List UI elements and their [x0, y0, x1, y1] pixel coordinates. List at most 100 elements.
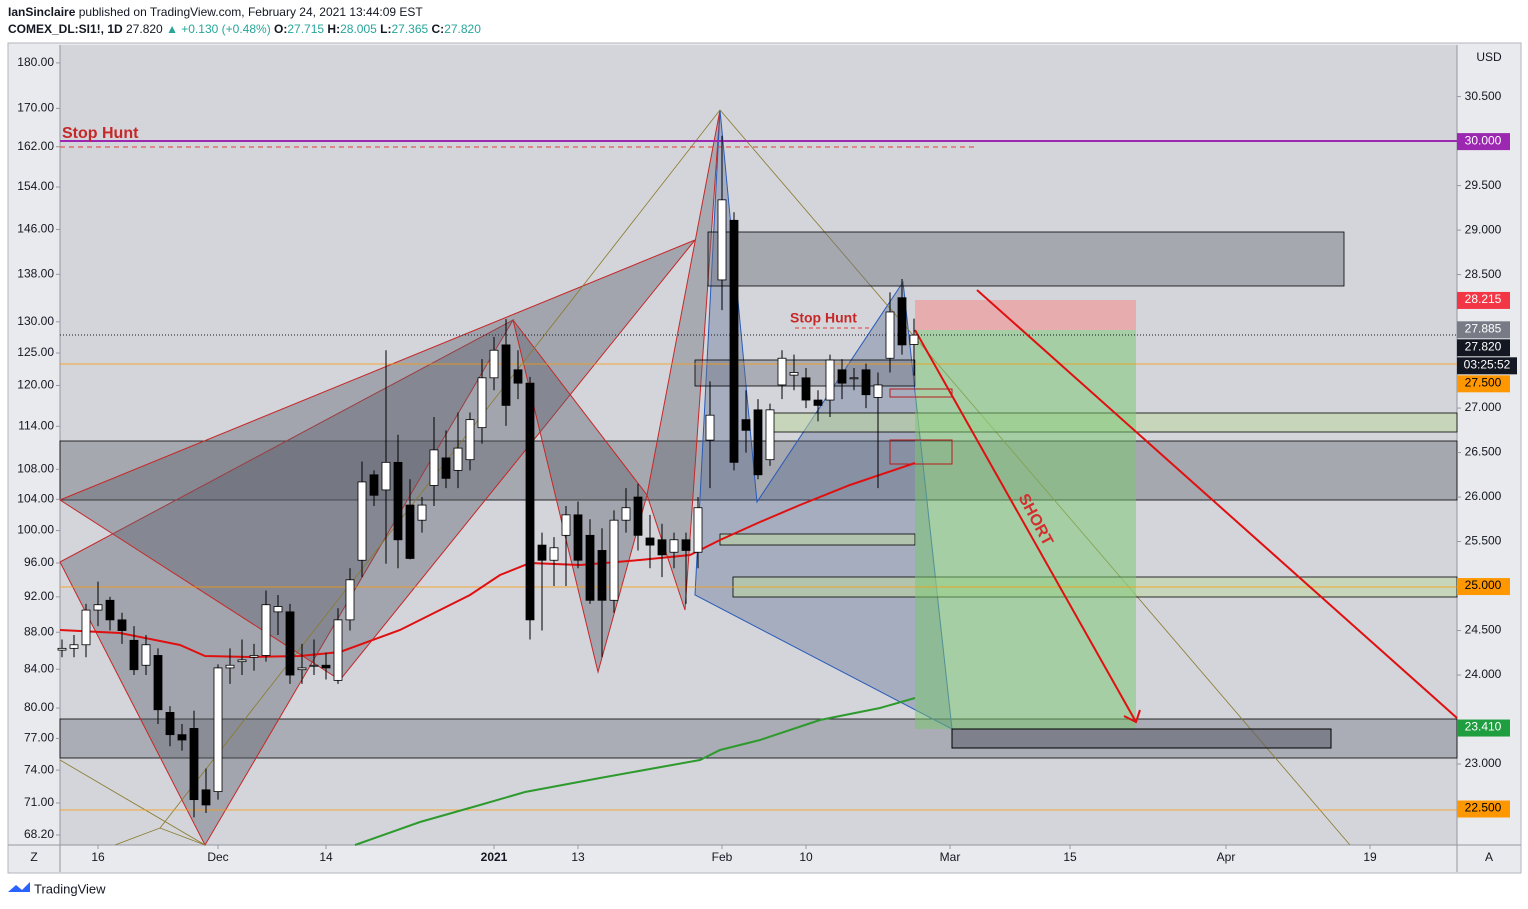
candle-body: [873, 384, 883, 398]
candle-body: [513, 369, 523, 384]
price-label-box: [1457, 719, 1510, 737]
y2-tick-label: 114.00: [18, 418, 54, 432]
y2-tick-label: 92.00: [24, 589, 54, 603]
y-tick-label: 27.000: [1465, 400, 1502, 414]
y2-tick-label: 108.00: [17, 461, 54, 475]
candle-body: [81, 609, 91, 646]
candle-body: [345, 579, 355, 621]
l-label: L:: [380, 22, 392, 36]
candle-body: [669, 539, 679, 553]
candle-body: [609, 519, 619, 601]
price-label-box: [1457, 321, 1510, 339]
unit: USD: [1476, 50, 1502, 64]
candle-body: [813, 399, 823, 406]
candle-body: [117, 619, 127, 631]
candle-body: [297, 667, 307, 671]
candle-body: [789, 372, 799, 376]
arrow-head: [1123, 709, 1141, 724]
y2-tick-label: 96.00: [24, 555, 54, 569]
guide-line: [59, 759, 206, 846]
candle-body: [573, 514, 583, 561]
candle-body: [273, 606, 283, 613]
candle-body: [333, 619, 343, 681]
candle-body: [765, 409, 775, 461]
candle-body: [381, 461, 391, 491]
candle-body: [321, 664, 331, 669]
h: 28.005: [340, 22, 377, 36]
candle-body: [249, 655, 259, 658]
candle-body: [537, 544, 547, 561]
x-tick-label: 10: [799, 850, 813, 864]
x-tick-label: 2021: [481, 850, 508, 864]
candle-body: [633, 496, 643, 536]
candle-body: [237, 659, 247, 663]
candle-body: [897, 297, 907, 346]
candle-body: [909, 334, 919, 345]
candle-body: [549, 547, 559, 561]
c-label: C:: [431, 22, 445, 36]
countdown: 03:25:52: [1464, 357, 1511, 371]
y2-tick-label: 100.00: [17, 523, 54, 537]
y2-tick-label: 104.00: [17, 492, 54, 506]
candle-body: [501, 344, 511, 406]
candle-body: [465, 419, 475, 461]
candle-body: [165, 712, 175, 736]
y-tick-label: 24.000: [1465, 667, 1502, 681]
price-label: 27.885: [1465, 321, 1502, 335]
y2-tick-label: 88.00: [24, 624, 54, 638]
candle-body: [285, 611, 295, 676]
zone: [719, 533, 916, 546]
price-label-box: [1457, 800, 1510, 818]
y-tick-label: 29.500: [1465, 178, 1502, 192]
candle-body: [201, 789, 211, 806]
candle-body: [57, 647, 67, 651]
candle-body: [357, 481, 367, 561]
moving-average: [59, 462, 916, 659]
candle-body: [597, 550, 607, 601]
price-label-box: [1457, 375, 1510, 393]
y2-tick-label: 146.00: [17, 222, 54, 236]
candle-body: [369, 474, 379, 496]
price-label-box: [1457, 133, 1510, 151]
y-tick-label: 29.000: [1465, 222, 1502, 236]
candle-body: [213, 667, 223, 793]
change: ▲ +0.130 (+0.48%): [166, 22, 271, 36]
candle-body: [525, 382, 535, 621]
candle-body: [681, 539, 691, 551]
moving-average: [354, 697, 916, 846]
button[interactable]: A: [1485, 850, 1493, 864]
candle-body: [393, 461, 403, 541]
y2-tick-label: 84.00: [24, 661, 54, 675]
zone: [951, 728, 1332, 749]
candle-body: [141, 644, 151, 666]
candle-body: [309, 664, 319, 667]
candle-body: [801, 377, 811, 401]
l: 27.365: [391, 22, 429, 36]
countdown-box: [1457, 357, 1517, 375]
candle-body: [417, 504, 427, 521]
x-tick-label: Dec: [207, 850, 228, 864]
candle-body: [69, 644, 79, 649]
price-label-box: [1457, 339, 1510, 357]
candle-body: [189, 728, 199, 801]
c: 27.820: [444, 22, 481, 36]
price-label: 25.000: [1465, 578, 1502, 592]
y2-tick-label: 120.00: [17, 378, 54, 392]
candle-body: [645, 537, 655, 546]
y2-tick-label: 68.20: [24, 827, 54, 841]
y2-tick-label: 170.00: [17, 101, 54, 115]
x-tick-label: 14: [319, 850, 333, 864]
annotation: Stop Hunt: [62, 125, 139, 142]
y2-tick-label: 138.00: [17, 266, 54, 280]
button[interactable]: Z: [30, 850, 37, 864]
x-tick-label: Mar: [940, 850, 961, 864]
candle-body: [849, 377, 859, 380]
y2-tick-label: 162.00: [17, 139, 54, 153]
candle-body: [729, 219, 739, 463]
candle-body: [621, 507, 631, 521]
candle-body: [429, 449, 439, 486]
y-tick-label: 24.500: [1465, 623, 1502, 637]
price-label: 27.820: [1465, 339, 1502, 353]
symbol: COMEX_DL:SI1!, 1D: [8, 22, 123, 36]
o-label: O:: [274, 22, 288, 36]
